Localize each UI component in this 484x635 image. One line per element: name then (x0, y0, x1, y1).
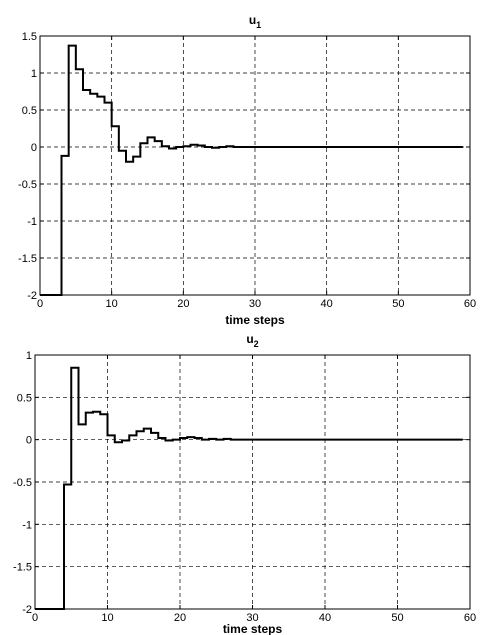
y-tick-label-5: 0.5 (22, 105, 37, 117)
series-line-0 (35, 366, 463, 610)
chart-u1: 0 10 20 30 40 50 60 -2 -1.5 -1 -0.5 0 0.5 1 1.5 u1 time … (18, 13, 476, 327)
x-axis-label: time steps (223, 622, 283, 635)
y-tick-label-5: 0.5 (17, 392, 32, 404)
y-tick-label-7: 1.5 (22, 31, 37, 43)
x-tick-label-3: 30 (246, 612, 258, 624)
series-line-0 (40, 44, 463, 296)
chart-title: u2 (246, 332, 258, 349)
x-tick-label-6: 60 (464, 298, 476, 310)
x-tick-label-0: 0 (32, 612, 38, 624)
x-tick-label-1: 10 (106, 298, 118, 310)
x-tick-label-4: 40 (319, 612, 331, 624)
y-tick-label-3: -0.5 (13, 477, 32, 489)
x-tick-label-6: 60 (464, 612, 476, 624)
y-tick-label-6: 1 (26, 350, 32, 362)
chart-u2: 0 10 20 30 40 50 60 -2 -1.5 -1 -0.5 0 0.5 1 u2 time ste… (13, 332, 476, 635)
x-tick-label-4: 40 (321, 298, 333, 310)
y-tick-label-4: 0 (31, 142, 37, 154)
y-tick-label-1: -1.5 (18, 253, 37, 265)
x-tick-label-0: 0 (37, 298, 43, 310)
y-tick-label-0: -2 (27, 290, 37, 302)
x-tick-label-5: 50 (392, 298, 404, 310)
x-tick-label-2: 20 (174, 612, 186, 624)
y-tick-label-3: -0.5 (18, 179, 37, 191)
y-tick-label-1: -1.5 (13, 562, 32, 574)
y-tick-label-6: 1 (31, 68, 37, 80)
x-tick-label-3: 30 (249, 298, 261, 310)
y-tick-label-2: -1 (27, 216, 37, 228)
y-tick-label-4: 0 (26, 435, 32, 447)
x-tick-label-1: 10 (101, 612, 113, 624)
x-tick-label-5: 50 (391, 612, 403, 624)
x-tick-label-2: 20 (177, 298, 189, 310)
x-axis-label: time steps (225, 313, 285, 327)
chart-title: u1 (249, 13, 261, 30)
y-tick-label-2: -1 (22, 519, 32, 531)
y-tick-label-0: -2 (22, 604, 32, 616)
